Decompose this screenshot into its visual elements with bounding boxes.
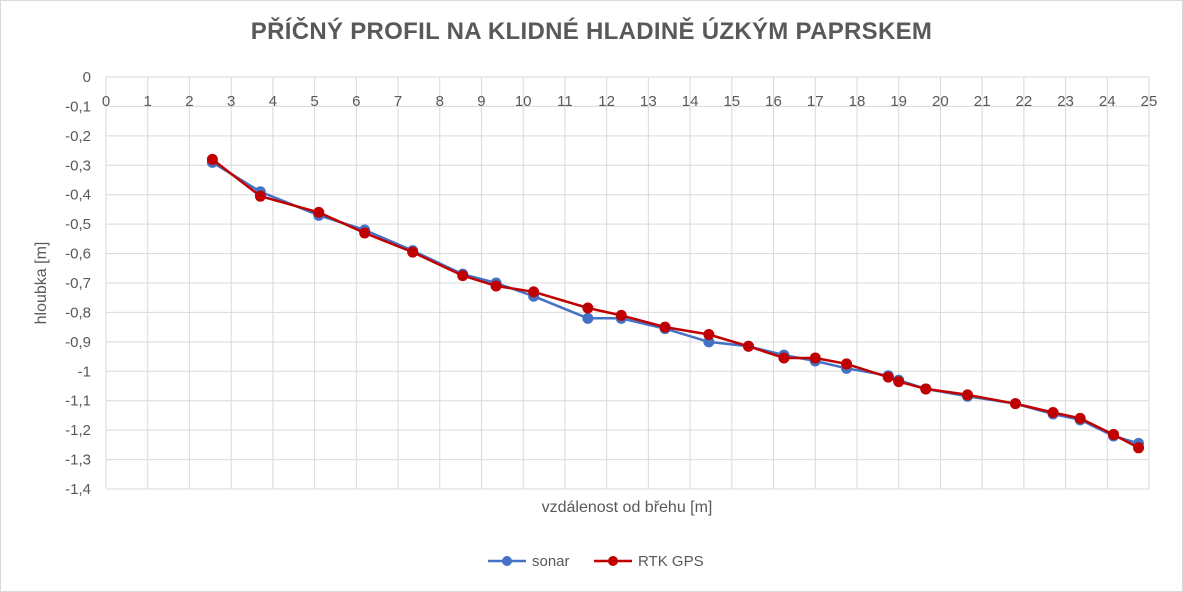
data-point (841, 358, 853, 370)
data-point (742, 340, 754, 352)
grid (105, 76, 1150, 490)
y-tick-label: -0,2 (65, 128, 91, 145)
y-tick-label: -0,9 (65, 334, 91, 351)
data-point (528, 286, 540, 298)
legend: sonar RTK GPS (488, 553, 704, 570)
data-point (962, 389, 974, 401)
data-point (254, 190, 266, 202)
legend-label: RTK GPS (638, 553, 704, 570)
y-tick-label: -0,6 (65, 246, 91, 263)
data-point (407, 246, 419, 258)
data-point (490, 280, 502, 292)
chart-title: PŘÍČNÝ PROFIL NA KLIDNÉ HLADINĚ ÚZKÝM PA… (250, 18, 933, 45)
y-tick-label: -1,3 (65, 452, 91, 469)
x-tick-label: 22 (1015, 93, 1032, 110)
x-tick-label: 3 (227, 93, 235, 110)
x-tick-label: 0 (102, 93, 110, 110)
data-point (313, 206, 325, 218)
data-point (582, 312, 594, 324)
data-point (1074, 412, 1086, 424)
data-point (457, 270, 469, 282)
data-point (659, 321, 671, 333)
series-sonar (206, 156, 1145, 449)
y-axis-title: hloubka [m] (33, 242, 50, 325)
data-point (778, 352, 790, 364)
data-point (582, 302, 594, 314)
x-tick-label: 12 (598, 93, 615, 110)
y-tick-label: -0,7 (65, 275, 91, 292)
data-point (359, 227, 371, 239)
x-tick-label: 13 (640, 93, 657, 110)
legend-item: sonar (488, 553, 570, 570)
x-tick-label: 15 (723, 93, 740, 110)
data-point (206, 153, 218, 165)
x-axis-title: vzdálenost od břehu [m] (542, 499, 713, 516)
y-tick-label: 0 (83, 69, 91, 86)
series-line (211, 158, 1140, 449)
x-tick-label: 6 (352, 93, 360, 110)
x-tick-label: 4 (269, 93, 277, 110)
x-axis-ticks: 0 1 2 3 4 5 6 7 8 9 10 11 12 13 14 15 16 17 18 19 20 21 22 23 24… (102, 93, 1158, 110)
data-point (703, 329, 715, 340)
data-point (1108, 429, 1120, 441)
data-point (920, 383, 932, 395)
data-point (1047, 406, 1059, 418)
x-tick-label: 23 (1057, 93, 1074, 110)
y-tick-label: -0,1 (65, 98, 91, 115)
legend-marker (608, 556, 618, 566)
legend-label: sonar (532, 553, 570, 570)
y-tick-label: -1,1 (65, 393, 91, 410)
x-tick-label: 7 (394, 93, 402, 110)
x-tick-label: 8 (436, 93, 444, 110)
x-tick-label: 5 (310, 93, 318, 110)
y-tick-label: -0,5 (65, 216, 91, 233)
x-tick-label: 17 (807, 93, 824, 110)
legend-marker (502, 556, 512, 566)
x-tick-label: 14 (682, 93, 699, 110)
legend-item: RTK GPS (594, 553, 704, 570)
x-tick-label: 11 (557, 93, 573, 110)
x-tick-label: 24 (1099, 93, 1116, 110)
x-tick-label: 2 (185, 93, 193, 110)
x-tick-label: 25 (1141, 93, 1158, 110)
x-tick-label: 9 (477, 93, 485, 110)
x-tick-label: 1 (144, 93, 152, 110)
y-tick-label: -0,3 (65, 157, 91, 174)
data-point (809, 352, 821, 364)
y-tick-label: -1,2 (65, 422, 91, 439)
x-tick-label: 20 (932, 93, 949, 110)
y-tick-label: -0,4 (65, 187, 91, 204)
series-group (206, 153, 1145, 454)
x-tick-label: 19 (890, 93, 907, 110)
data-point (1133, 442, 1145, 454)
y-tick-label: -1,4 (65, 481, 91, 498)
data-point (1009, 398, 1021, 410)
x-tick-label: 21 (974, 93, 991, 110)
data-point (615, 309, 627, 321)
y-axis-ticks: 0 -0,1 -0,2 -0,3 -0,4 -0,5 -0,6 -0,7 -0,8 -0,9 -1 -… (65, 69, 91, 498)
data-point (893, 376, 905, 388)
x-tick-label: 10 (515, 93, 532, 110)
y-tick-label: -1 (78, 363, 91, 380)
y-tick-label: -0,8 (65, 304, 91, 321)
x-tick-label: 18 (849, 93, 866, 110)
x-tick-label: 16 (765, 93, 782, 110)
data-point (882, 371, 894, 383)
series-rtk-gps (206, 153, 1145, 454)
